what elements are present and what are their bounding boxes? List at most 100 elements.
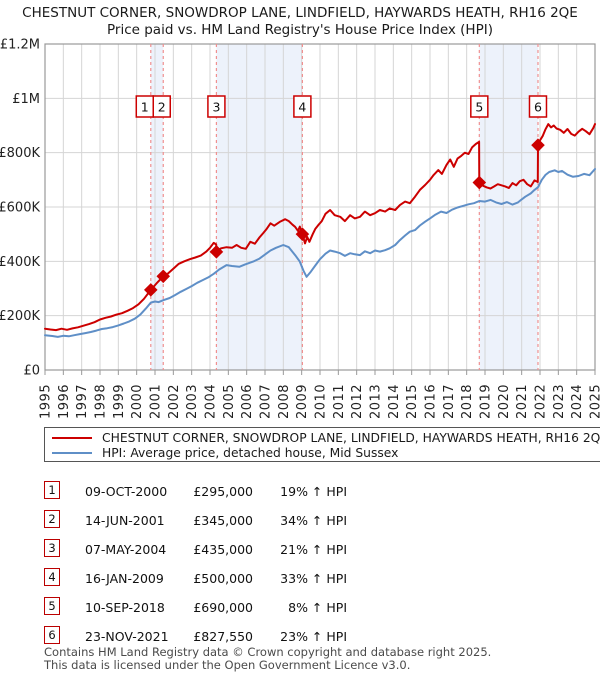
x-tick-label: 2015 <box>405 384 420 419</box>
x-tick-label: 2011 <box>332 384 347 419</box>
sale-marker-diamond-6 <box>531 138 545 152</box>
x-tick-label: 1999 <box>112 384 127 419</box>
x-tick-label: 2006 <box>240 384 255 419</box>
sale-vs-hpi: 34% ↑ HPI <box>280 513 347 528</box>
sale-price: £295,000 <box>193 484 253 499</box>
x-tick-label: 2018 <box>460 384 475 419</box>
x-tick-label: 2003 <box>185 384 200 419</box>
y-tick-label: £400K <box>0 255 40 270</box>
legend-row-price-paid: CHESTNUT CORNER, SNOWDROP LANE, LINDFIEL… <box>45 430 600 445</box>
sale-vs-hpi: 19% ↑ HPI <box>280 484 347 499</box>
y-tick-label: £0 <box>23 364 40 379</box>
sale-price: £345,000 <box>193 513 253 528</box>
sale-marker-diamond-4 <box>295 227 310 241</box>
sale-marker-diamond-5 <box>472 175 487 190</box>
hpi-line-swatch <box>52 451 92 454</box>
sale-number-box-3 <box>207 95 226 118</box>
chart-title-line1: CHESTNUT CORNER, SNOWDROP LANE, LINDFIEL… <box>22 5 578 21</box>
sale-number-label-4: 4 <box>298 100 306 115</box>
sale-row-number-3: 3 <box>44 539 60 557</box>
legend-row-hpi: HPI: Average price, detached house, Mid … <box>45 445 600 460</box>
sale-price: £827,550 <box>193 629 253 644</box>
legend-label-hpi: HPI: Average price, detached house, Mid … <box>102 445 399 460</box>
sale-number-label-3: 3 <box>212 100 220 115</box>
sale-number-label-5: 5 <box>475 100 483 115</box>
x-tick-label: 2019 <box>479 384 494 419</box>
sale-row-number-5: 5 <box>44 597 60 615</box>
sale-row-number-2: 2 <box>44 510 60 528</box>
sale-date: 14-JUN-2001 <box>85 513 165 528</box>
y-tick-label: £600K <box>0 201 40 216</box>
x-tick-label: 1996 <box>57 384 72 419</box>
x-tick-label: 2012 <box>350 384 365 419</box>
x-tick-label: 2004 <box>204 384 219 419</box>
sale-row-number-4: 4 <box>44 568 60 586</box>
x-tick-label: 2002 <box>167 384 182 419</box>
x-tick-label: 2014 <box>387 384 402 419</box>
x-tick-label: 2009 <box>295 384 310 419</box>
sale-row-4: 4 16-JAN-2009 £500,000 33% ↑ HPI <box>44 564 600 593</box>
sale-vs-hpi: 21% ↑ HPI <box>280 542 347 557</box>
sale-date: 23-NOV-2021 <box>85 629 169 644</box>
chart-title: CHESTNUT CORNER, SNOWDROP LANE, LINDFIEL… <box>0 5 600 39</box>
sale-row-5: 5 10-SEP-2018 £690,000 8% ↑ HPI <box>44 593 600 622</box>
sales-table: 1 09-OCT-2000 £295,000 19% ↑ HPI 2 14-JUN-200… <box>44 477 600 651</box>
x-tick-label: 2022 <box>534 384 549 419</box>
sale-marker-diamond-1 <box>143 283 158 297</box>
sale-date: 10-SEP-2018 <box>85 600 165 615</box>
sale-date: 09-OCT-2000 <box>85 484 168 499</box>
sale-vs-hpi: 23% ↑ HPI <box>280 629 347 644</box>
x-tick-label: 2024 <box>570 384 585 419</box>
sale-marker-diamond-2 <box>156 269 171 284</box>
x-tick-label: 2007 <box>259 384 274 419</box>
hpi-average-line <box>44 168 596 338</box>
sale-number-box-2 <box>152 95 171 118</box>
x-tick-label: 1998 <box>94 384 109 419</box>
sale-number-label-1: 1 <box>141 100 149 115</box>
sale-number-box-5 <box>470 95 489 118</box>
x-tick-label: 2023 <box>552 384 567 419</box>
x-tick-label: 2010 <box>314 384 329 419</box>
sale-vs-hpi: 8% ↑ HPI <box>288 600 347 615</box>
y-tick-label: £1M <box>12 92 40 107</box>
sale-row-2: 2 14-JUN-2001 £345,000 34% ↑ HPI <box>44 506 600 535</box>
x-tick-label: 2000 <box>130 384 145 419</box>
x-tick-label: 2001 <box>149 384 164 419</box>
sale-price: £690,000 <box>193 600 253 615</box>
y-tick-label: £1.2M <box>0 38 40 53</box>
sale-row-number-1: 1 <box>44 481 60 499</box>
chart-title-line2: Price paid vs. HM Land Registry's House … <box>107 22 493 38</box>
sale-price: £435,000 <box>193 542 253 557</box>
sale-date: 16-JAN-2009 <box>85 571 164 586</box>
legend-label-price-paid: CHESTNUT CORNER, SNOWDROP LANE, LINDFIEL… <box>102 430 600 445</box>
x-tick-label: 2013 <box>369 384 384 419</box>
sale-number-label-2: 2 <box>158 100 166 115</box>
x-tick-label: 2005 <box>222 384 237 419</box>
x-tick-label: 1997 <box>75 384 90 419</box>
y-tick-label: £200K <box>0 309 40 324</box>
sale-row-1: 1 09-OCT-2000 £295,000 19% ↑ HPI <box>44 477 600 506</box>
sale-marker-diamond-3 <box>209 245 224 259</box>
footer-line2: This data is licensed under the Open Gov… <box>44 658 411 672</box>
x-tick-label: 2020 <box>497 384 512 419</box>
sale-vs-hpi: 33% ↑ HPI <box>280 571 347 586</box>
x-tick-label: 2008 <box>277 384 292 419</box>
sale-number-box-4 <box>293 95 312 118</box>
sale-number-box-6 <box>528 95 548 118</box>
chart-legend: CHESTNUT CORNER, SNOWDROP LANE, LINDFIEL… <box>44 427 600 462</box>
y-tick-label: £800K <box>0 146 40 161</box>
x-tick-label: 2021 <box>515 384 530 419</box>
sale-row-3: 3 07-MAY-2004 £435,000 21% ↑ HPI <box>44 535 600 564</box>
sale-price: £500,000 <box>193 571 253 586</box>
x-tick-label: 2017 <box>442 384 457 419</box>
x-tick-label: 2016 <box>424 384 439 419</box>
x-tick-label: 1995 <box>39 384 54 419</box>
sale-row-6: 6 23-NOV-2021 £827,550 23% ↑ HPI <box>44 622 600 651</box>
price-history-chart: 1 2 3 4 5 6 £0 £200K £400K £600K £800K £1M £1.2M 1995… <box>0 38 600 420</box>
sale-date: 07-MAY-2004 <box>85 542 167 557</box>
sale-number-label-6: 6 <box>534 100 542 115</box>
price-paid-line-swatch <box>52 436 92 439</box>
license-footer: Contains HM Land Registry data © Crown c… <box>44 646 491 672</box>
price-paid-line <box>44 123 596 332</box>
